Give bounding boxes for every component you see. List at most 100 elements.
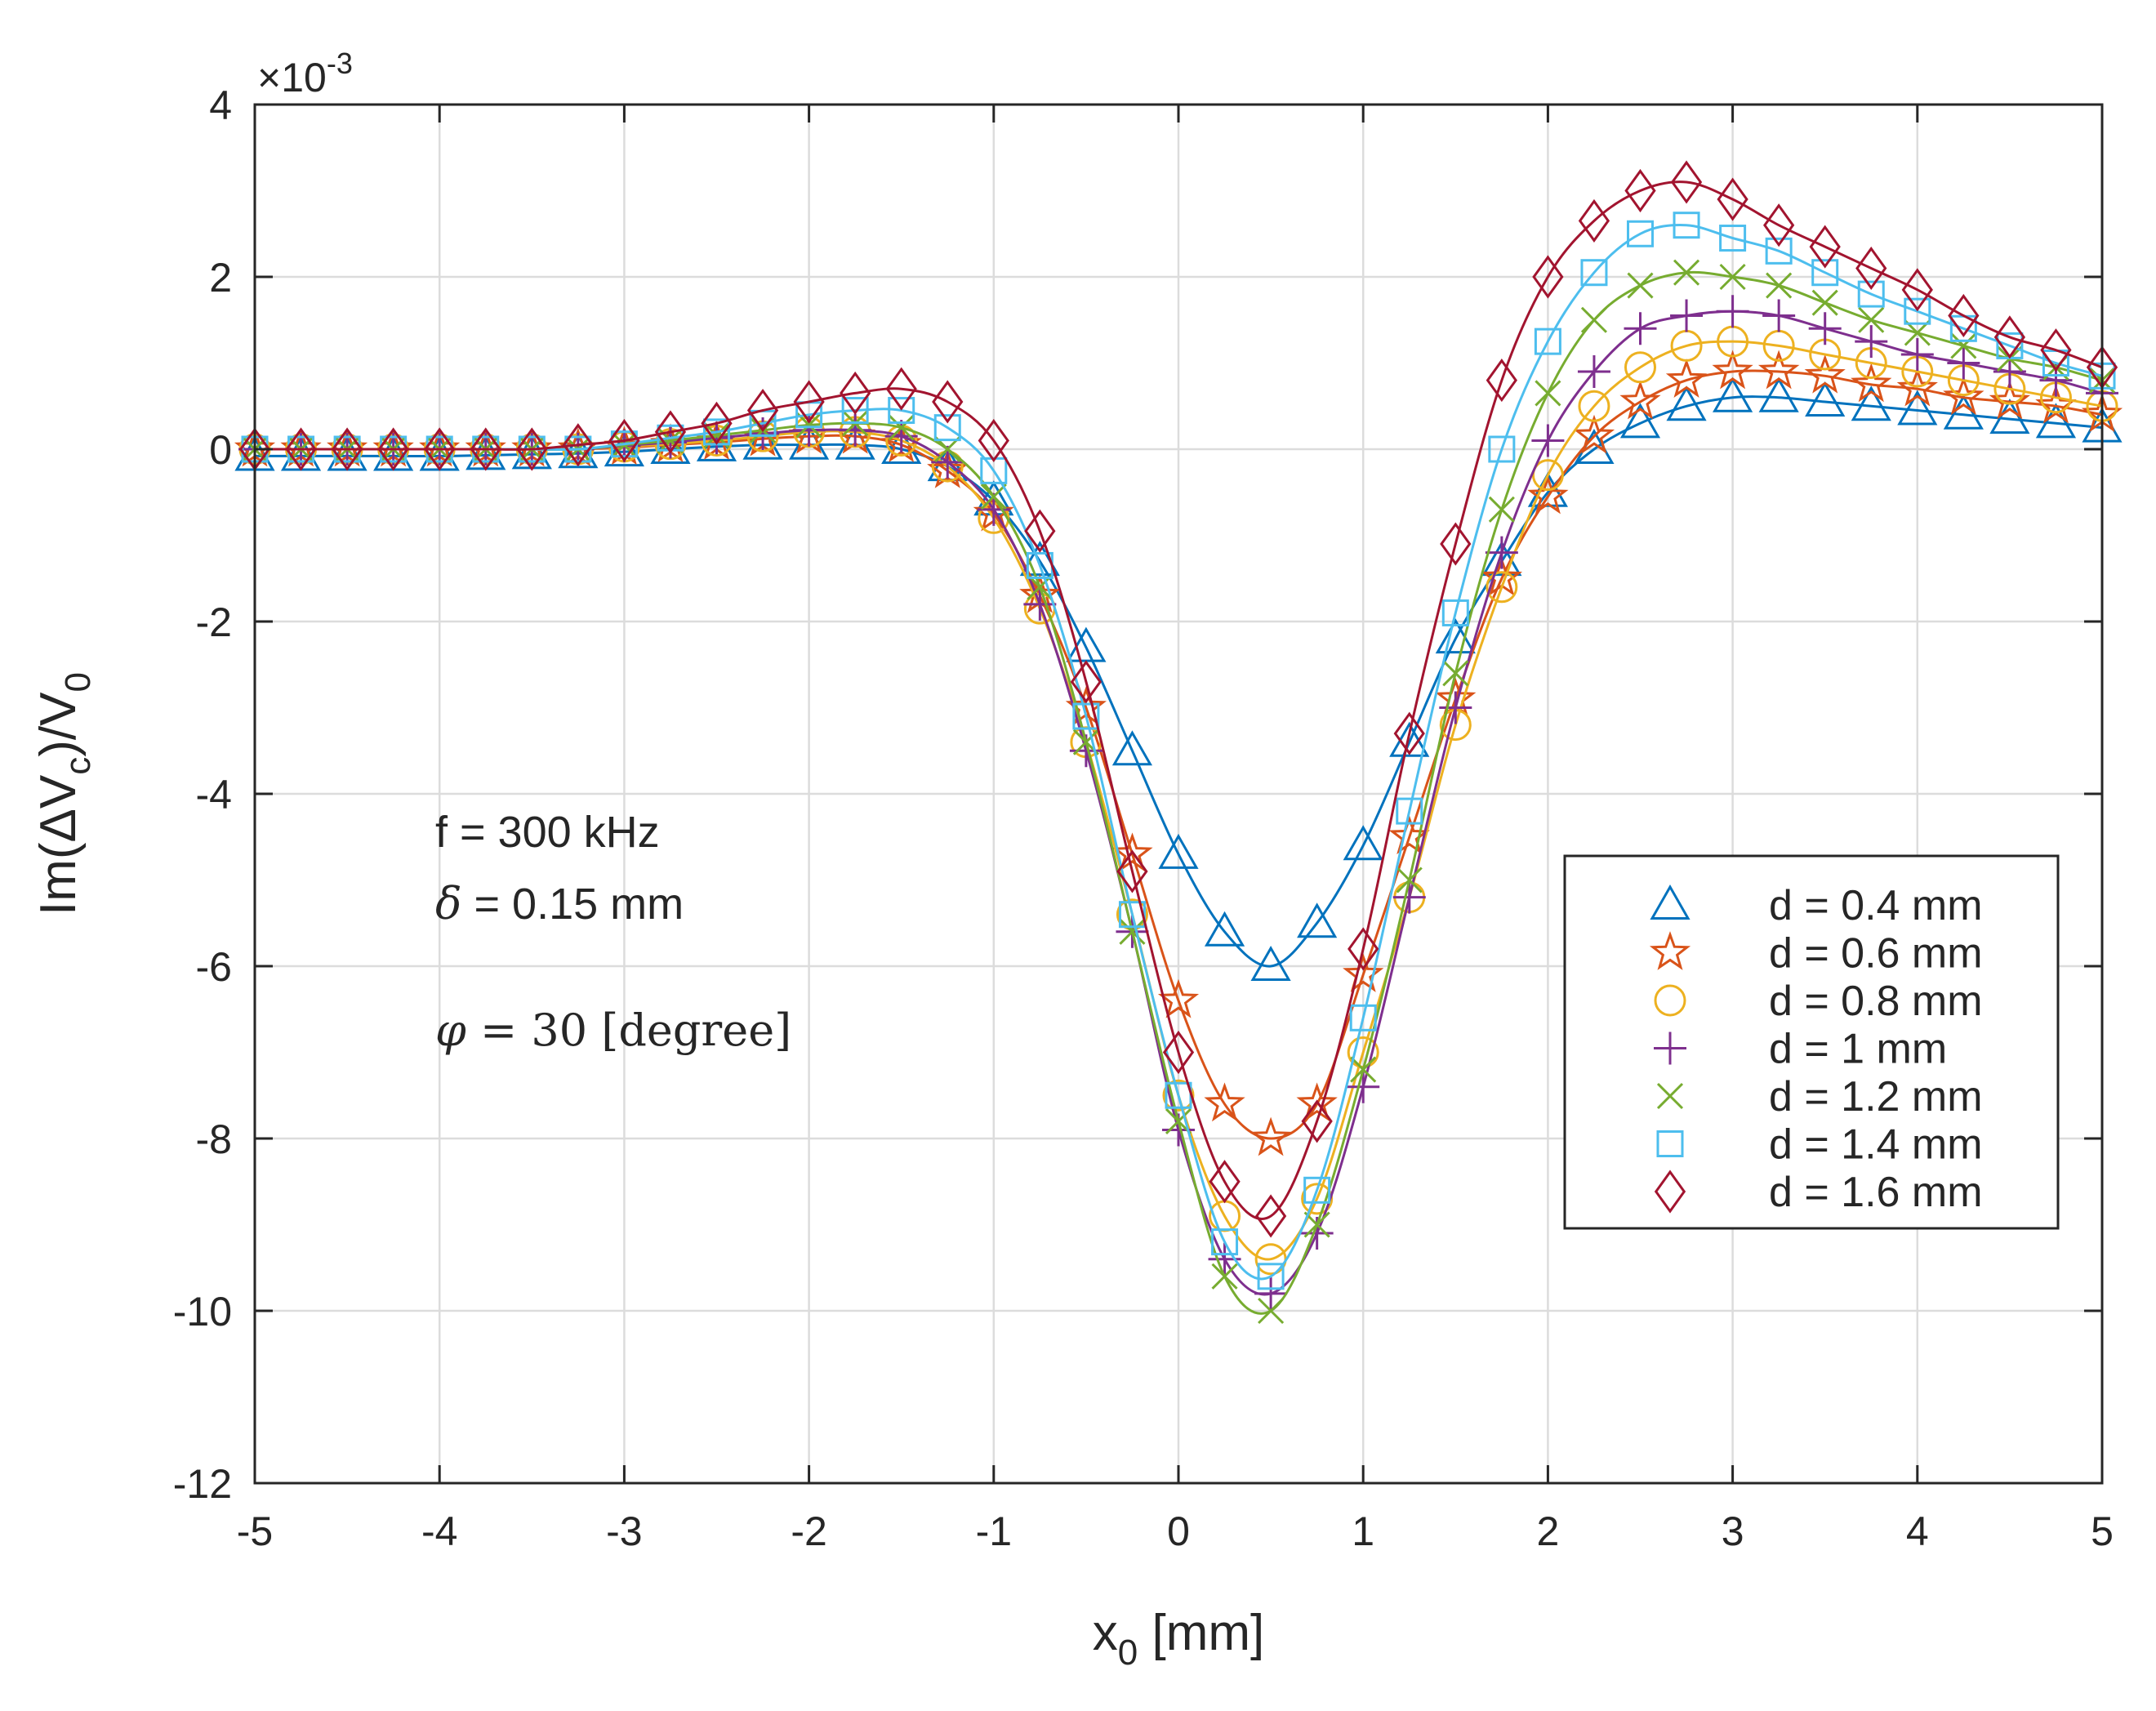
data-point: [1624, 168, 1656, 213]
data-point: [1393, 711, 1425, 755]
legend-label: d = 1 mm: [1769, 1026, 1947, 1073]
data-point: [839, 413, 872, 447]
data-point: [1392, 880, 1426, 914]
data-point: [1947, 346, 1980, 380]
data-point: [1758, 377, 1799, 412]
data-point: [793, 380, 825, 424]
data-point: [1851, 363, 1892, 403]
data-point: [1349, 1004, 1377, 1032]
x-tick-label: 2: [1536, 1508, 1559, 1554]
data-point: [1527, 475, 1569, 515]
data-point: [1808, 312, 1842, 345]
data-point: [1573, 414, 1615, 454]
data-point: [932, 380, 964, 424]
data-point: [608, 418, 640, 463]
data-point: [1118, 901, 1146, 929]
data-point: [742, 424, 783, 460]
data-point: [1531, 424, 1565, 457]
data-point: [1204, 911, 1245, 947]
data-point: [1441, 599, 1469, 626]
legend-marker: [1654, 1170, 1686, 1214]
data-point: [1627, 220, 1654, 247]
x-axis-title: x0 [mm]: [1093, 1605, 1264, 1673]
data-point: [746, 388, 779, 433]
data-point: [1993, 315, 2026, 359]
y-tick-label: -8: [196, 1116, 232, 1162]
data-point: [516, 427, 548, 471]
annotation-frequency: f = 300 kHz: [435, 808, 660, 857]
data-point: [562, 423, 594, 467]
y-exponent-label: ×10-3: [257, 47, 353, 100]
data-point: [980, 483, 1007, 510]
x-tick-label: 5: [2091, 1508, 2114, 1554]
data-point: [1534, 327, 1561, 355]
legend-marker: [1656, 1130, 1684, 1157]
data-point: [1624, 312, 1657, 345]
legend-label: d = 0.8 mm: [1769, 978, 1983, 1025]
data-point: [1673, 212, 1700, 239]
legend-label: d = 0.6 mm: [1769, 930, 1983, 978]
data-point: [1301, 1099, 1333, 1143]
annotation-skin-depth: δ = 0.15 mm: [435, 878, 684, 929]
x-tick-label: 0: [1167, 1508, 1190, 1554]
data-point: [1303, 1211, 1330, 1238]
data-point: [1211, 1263, 1238, 1290]
legend-marker: [1649, 931, 1691, 970]
data-point: [1762, 299, 1796, 332]
data-point: [1900, 337, 1934, 371]
y-tick-label: 2: [209, 255, 232, 301]
x-tick-label: -5: [237, 1508, 273, 1554]
data-point: [1439, 691, 1472, 724]
data-point: [1532, 255, 1564, 299]
data-point: [1578, 198, 1610, 243]
data-point: [841, 397, 869, 425]
data-point: [1719, 225, 1747, 252]
data-point: [1627, 272, 1654, 299]
data-point: [1488, 496, 1515, 523]
data-point: [1301, 1183, 1334, 1215]
data-point: [1901, 268, 1933, 312]
data-point: [1670, 160, 1703, 204]
data-point: [1162, 1030, 1195, 1075]
data-point: [1670, 299, 1704, 332]
legend-marker: [1656, 1082, 1684, 1110]
data-point: [1257, 1263, 1285, 1290]
data-point: [1811, 289, 1838, 316]
legend-marker: [1654, 984, 1686, 1017]
data-point: [1211, 1228, 1239, 1256]
data-point: [1943, 376, 1984, 416]
data-point: [2035, 403, 2077, 439]
data-point: [1805, 381, 1846, 417]
data-point: [1858, 306, 1885, 333]
legend-box: [1563, 854, 2060, 1230]
data-point: [1948, 293, 1980, 338]
data-point: [1023, 587, 1057, 621]
y-axis-title: Im(ΔVc)/V0: [30, 672, 98, 916]
x-tick-label: 1: [1352, 1508, 1374, 1554]
data-point: [1804, 354, 1846, 394]
data-point: [285, 427, 317, 471]
y-tick-label: -10: [173, 1289, 232, 1334]
data-point: [1250, 1116, 1292, 1156]
data-point: [1024, 509, 1056, 553]
y-tick-label: -4: [196, 772, 232, 818]
legend-item: d = 1.2 mm: [1656, 1073, 1983, 1121]
data-point: [1943, 394, 1984, 430]
data-point: [1303, 1176, 1331, 1204]
legend-item: d = 0.6 mm: [1649, 930, 1983, 978]
data-point: [1666, 385, 1707, 421]
data-point: [1258, 1297, 1285, 1325]
data-point: [1348, 927, 1379, 971]
data-point: [1111, 832, 1153, 872]
data-point: [1396, 797, 1423, 825]
data-point: [1713, 377, 1753, 412]
data-point: [1070, 660, 1102, 704]
series-6: [238, 160, 2118, 1238]
series-layer: [234, 160, 2123, 1325]
data-point: [888, 414, 915, 441]
data-point: [1577, 355, 1610, 389]
data-point: [1350, 1056, 1377, 1083]
data-point: [470, 427, 501, 471]
